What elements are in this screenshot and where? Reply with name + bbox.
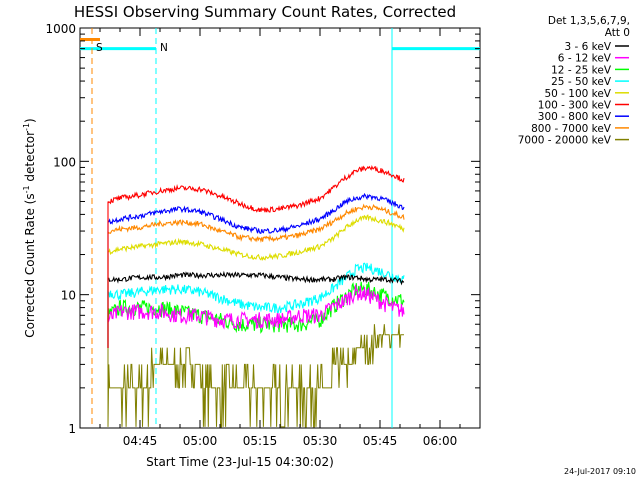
chart-title: HESSI Observing Summary Count Rates, Cor… xyxy=(74,3,456,21)
y-tick-label: 100 xyxy=(53,155,76,169)
series-line xyxy=(107,324,404,428)
series-line xyxy=(107,262,405,348)
state-marker-label: N xyxy=(160,42,168,54)
y-axis-label: Corrected Count Rate (s-1 detector-1) xyxy=(22,118,37,337)
y-tick-label: 1 xyxy=(68,422,76,436)
x-tick-label: 04:45 xyxy=(123,434,158,448)
legend-header-line-1: Det 1,3,5,6,7,9, xyxy=(548,15,630,27)
legend-label: 100 - 300 keV xyxy=(538,100,612,112)
legend-label: 300 - 800 keV xyxy=(538,111,612,123)
series-line xyxy=(107,203,405,348)
y-tick-label: 1000 xyxy=(45,22,76,36)
legend-header-line-2: Att 0 xyxy=(605,27,630,39)
series-line xyxy=(107,270,405,348)
legend-label: 7000 - 20000 keV xyxy=(518,135,612,147)
state-marker-label: S xyxy=(96,42,103,54)
legend-label: 3 - 6 keV xyxy=(564,41,611,53)
series-line xyxy=(107,284,405,348)
legend-label: 800 - 7000 keV xyxy=(531,123,612,135)
x-tick-label: 06:00 xyxy=(423,434,458,448)
x-axis: 04:45 05:00 05:15 05:30 05:45 06:00 xyxy=(99,28,481,448)
x-tick-label: 05:30 xyxy=(303,434,338,448)
x-tick-label: 05:00 xyxy=(183,434,218,448)
legend-label: 25 - 50 keV xyxy=(551,76,612,88)
series-line xyxy=(107,164,405,348)
series-layer xyxy=(107,164,405,428)
series-line xyxy=(107,214,405,348)
legend-label: 12 - 25 keV xyxy=(551,64,612,76)
x-tick-label: 05:15 xyxy=(243,434,278,448)
series-line xyxy=(107,192,405,348)
legend-label: 6 - 12 keV xyxy=(558,53,612,65)
x-tick-label: 05:45 xyxy=(363,434,398,448)
legend-label: 50 - 100 keV xyxy=(544,88,611,100)
y-tick-label: 10 xyxy=(61,289,76,303)
x-axis-label: Start Time (23-Jul-15 04:30:02) xyxy=(146,455,334,469)
timestamp: 24-Jul-2017 09:10 xyxy=(564,467,636,476)
y-axis: 1 10 100 1000 xyxy=(45,22,480,436)
